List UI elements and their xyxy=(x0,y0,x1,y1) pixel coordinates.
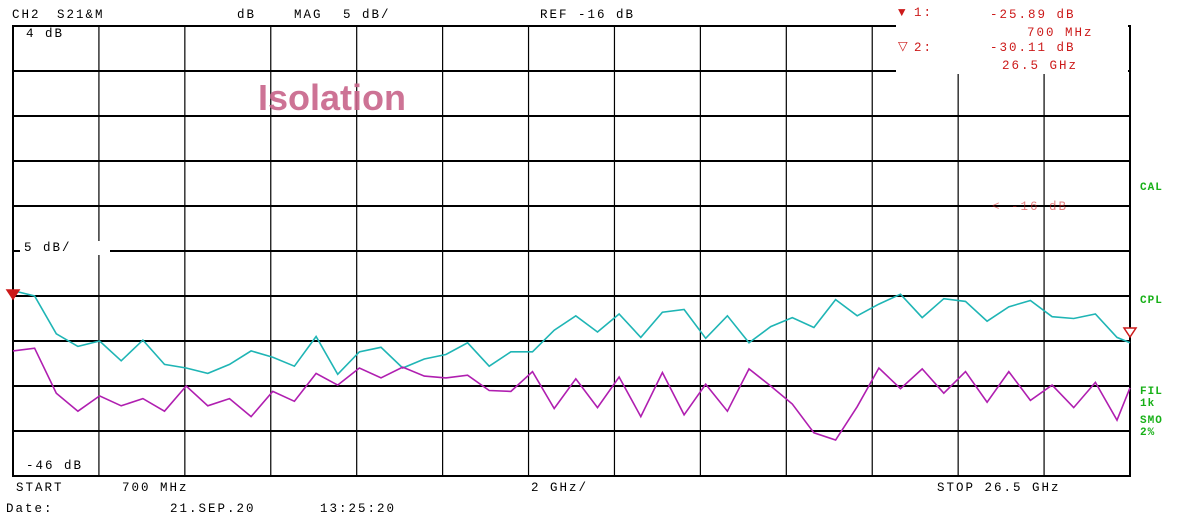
trace-magenta xyxy=(12,347,1131,441)
smo-value: 2% xyxy=(1140,427,1156,439)
date-label: Date: xyxy=(6,502,54,516)
scale-label: 5 dB/ xyxy=(343,8,391,22)
channel-label: CH2 xyxy=(12,8,41,22)
marker-layer xyxy=(5,289,1138,339)
format-label: MAG xyxy=(294,8,323,22)
label-bg xyxy=(20,241,110,255)
cpl-indicator: CPL xyxy=(1140,295,1163,307)
fil-indicator: FIL xyxy=(1140,386,1163,398)
chart-title: Isolation xyxy=(258,77,407,118)
span-label: 2 GHz/ xyxy=(531,481,589,495)
marker-1-value: -25.89 dB xyxy=(990,8,1076,22)
marker-1-triangle-icon xyxy=(5,289,21,301)
label-bg xyxy=(20,27,60,41)
marker-2-id: 2: xyxy=(914,41,934,55)
date-value: 21.SEP.20 xyxy=(170,502,256,516)
ref-level-marker: < -16 dB xyxy=(992,200,1069,214)
trace-cyan xyxy=(12,289,1131,376)
stop-label: STOP 26.5 GHz xyxy=(937,481,1061,495)
marker-2-triangle-icon xyxy=(1122,327,1138,339)
marker-2-triangle-icon: ▽ xyxy=(898,40,910,54)
marker-1-freq: 700 MHz xyxy=(1027,26,1094,40)
fil-value: 1k xyxy=(1140,398,1156,410)
smo-indicator: SMO xyxy=(1140,415,1163,427)
top-level-label: 4 dB xyxy=(26,27,65,41)
marker-2-value: -30.11 dB xyxy=(990,41,1076,55)
start-value: 700 MHz xyxy=(122,481,189,495)
marker-1-triangle-icon: ▼ xyxy=(898,6,908,20)
marker-1-id: 1: xyxy=(914,6,934,20)
grid xyxy=(12,25,1131,477)
start-label: START xyxy=(16,481,64,495)
scale-mark-label: 5 dB/ xyxy=(24,241,72,255)
marker-readout-box xyxy=(896,4,1128,74)
label-bg xyxy=(22,459,92,473)
bottom-level-label: -46 dB xyxy=(26,459,84,473)
cal-indicator: CAL xyxy=(1140,182,1163,194)
measurement-label: S21&M xyxy=(57,8,105,22)
time-value: 13:25:20 xyxy=(320,502,397,516)
unit-label: dB xyxy=(237,8,257,22)
marker-2-freq: 26.5 GHz xyxy=(1002,59,1079,73)
ref-label: REF -16 dB xyxy=(540,8,636,22)
